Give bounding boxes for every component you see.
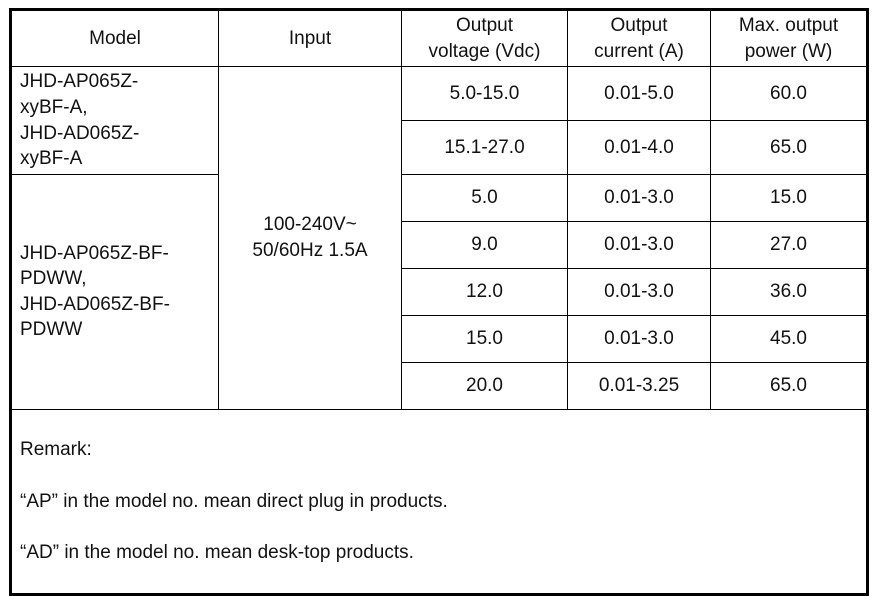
power-cell: 65.0: [710, 361, 868, 410]
input-spec-cell: 100-240V~ 50/60Hz 1.5A: [218, 66, 402, 410]
voltage-cell: 12.0: [401, 267, 568, 316]
voltage-cell: 20.0: [401, 361, 568, 410]
remark-line-ad: “AD” in the model no. mean desk-top prod…: [20, 542, 414, 564]
current-cell: 0.01-3.25: [567, 361, 711, 410]
table-row: JHD-AP065Z-BF- PDWW, JHD-AD065Z-BF- PDWW…: [10, 173, 868, 410]
table-row: 15.1-27.0 0.01-4.0 65.0: [11, 120, 868, 175]
table-row: 15.0 0.01-3.0 45.0: [11, 314, 868, 363]
model-group-xybf: JHD-AP065Z- xyBF-A, JHD-AD065Z- xyBF-A: [10, 66, 219, 175]
current-cell: 0.01-4.0: [567, 120, 711, 175]
remark-line-ap: “AP” in the model no. mean direct plug i…: [20, 490, 448, 512]
voltage-cell: 15.0: [401, 314, 568, 363]
power-cell: 36.0: [710, 267, 868, 316]
power-cell: 60.0: [710, 66, 868, 122]
header-row: Model Input Output voltage (Vdc) Output …: [10, 8, 868, 68]
header-output-current: Output current (A): [567, 8, 711, 68]
voltage-cell: 9.0: [401, 220, 568, 269]
current-cell: 0.01-3.0: [567, 314, 711, 363]
remark-cell: Remark: “AP” in the model no. mean direc…: [10, 408, 868, 596]
power-cell: 15.0: [710, 173, 868, 222]
current-cell: 0.01-3.0: [567, 220, 711, 269]
table-row: 12.0 0.01-3.0 36.0: [11, 267, 868, 316]
power-cell: 65.0: [710, 120, 868, 175]
header-max-output-power: Max. output power (W): [710, 8, 868, 68]
power-cell: 45.0: [710, 314, 868, 363]
model-group-pdww: JHD-AP065Z-BF- PDWW, JHD-AD065Z-BF- PDWW: [10, 173, 219, 410]
header-model: Model: [10, 8, 219, 68]
remark-title: Remark:: [20, 439, 92, 461]
header-input: Input: [218, 8, 402, 68]
current-cell: 0.01-5.0: [567, 66, 711, 122]
power-spec-table: Model Input Output voltage (Vdc) Output …: [9, 8, 869, 596]
current-cell: 0.01-3.0: [567, 267, 711, 316]
voltage-cell: 5.0-15.0: [401, 66, 568, 122]
voltage-cell: 5.0: [401, 173, 568, 222]
document-page: Model Input Output voltage (Vdc) Output …: [9, 8, 869, 596]
voltage-cell: 15.1-27.0: [401, 120, 568, 175]
header-output-voltage: Output voltage (Vdc): [401, 8, 568, 68]
table-row: 9.0 0.01-3.0 27.0: [11, 220, 868, 269]
table-row: JHD-AP065Z- xyBF-A, JHD-AD065Z- xyBF-A 1…: [10, 66, 868, 410]
current-cell: 0.01-3.0: [567, 173, 711, 222]
remark-row: Remark: “AP” in the model no. mean direc…: [10, 408, 868, 596]
power-cell: 27.0: [710, 220, 868, 269]
table-row: 20.0 0.01-3.25 65.0: [11, 361, 868, 410]
